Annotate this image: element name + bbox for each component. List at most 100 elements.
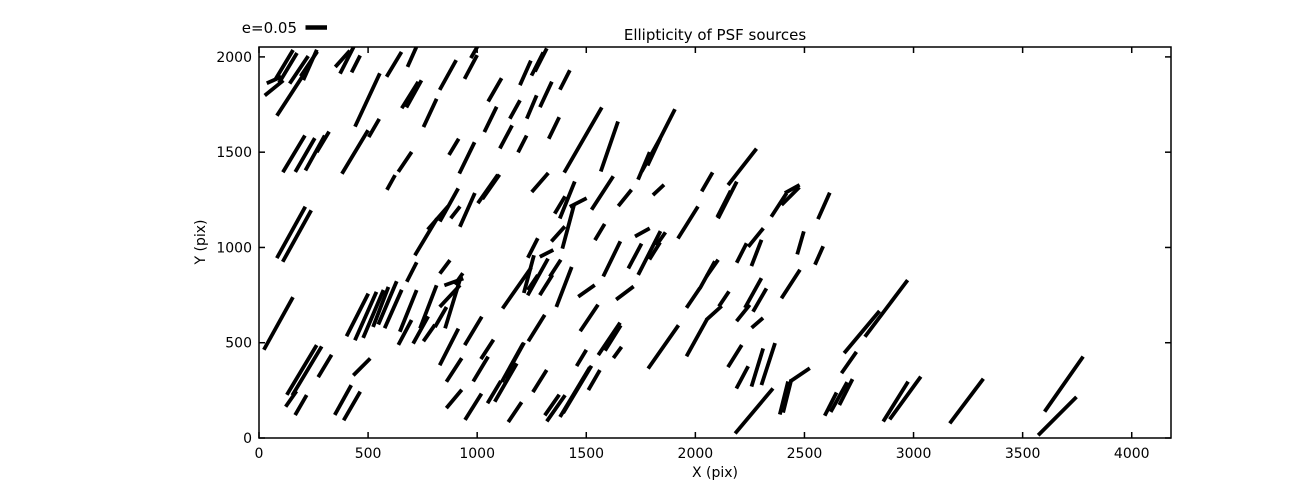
ellipticity-whisker xyxy=(526,237,540,259)
x-tick-label: 1500 xyxy=(568,446,604,462)
ellipticity-whisker xyxy=(525,94,539,120)
ellipticity-whisker xyxy=(333,384,353,416)
ellipticity-whisker xyxy=(376,280,399,326)
ellipticity-whisker xyxy=(463,392,484,421)
ellipticity-whisker xyxy=(888,375,923,421)
ellipticity-whisker xyxy=(562,106,604,174)
ellipticity-whisker xyxy=(634,226,651,239)
ellipticity-whisker xyxy=(433,306,449,328)
ellipticity-whisker xyxy=(603,324,623,352)
x-tick-label: 2000 xyxy=(678,446,714,462)
ellipticity-whisker xyxy=(438,327,461,367)
ellipticity-whisker xyxy=(367,117,381,139)
ellipticity-whisker xyxy=(545,394,567,423)
ellipticity-whisker xyxy=(506,401,524,424)
ellipticity-whisker xyxy=(404,79,424,109)
ellipticity-whisker xyxy=(290,345,324,397)
ellipticity-whisker xyxy=(1043,355,1085,413)
ellipticity-whisker xyxy=(948,377,985,425)
ellipticity-whisker xyxy=(547,116,561,140)
ellipticity-whisker xyxy=(538,80,554,109)
ellipticity-whisker xyxy=(779,268,802,300)
ellipticity-whisker xyxy=(816,191,832,220)
ellipticity-whisker xyxy=(382,289,404,329)
x-tick-label: 1000 xyxy=(459,446,495,462)
ellipticity-whisker xyxy=(421,98,439,128)
ellipticity-whisker xyxy=(743,277,764,309)
ellipticity-whisker xyxy=(538,273,555,297)
ellipticity-whisker xyxy=(462,54,479,80)
ellipticity-whisker xyxy=(746,227,765,249)
ellipticity-whisker xyxy=(1036,395,1078,437)
ellipticity-whisker xyxy=(344,292,370,338)
ellipticity-whisker xyxy=(438,259,452,275)
ellipticity-whisker xyxy=(881,380,910,423)
ellipticity-whisker xyxy=(781,379,794,414)
ellipticity-whisker xyxy=(726,344,744,369)
ellipticity-whisker xyxy=(361,289,386,339)
ellipticity-whisker xyxy=(531,368,549,394)
ellipticity-whisker xyxy=(486,77,504,103)
ellipticity-whisker xyxy=(281,134,307,174)
ellipticity-whisker xyxy=(733,387,775,435)
ellipticity-whisker xyxy=(385,174,397,191)
ellipticity-whisker xyxy=(842,309,881,355)
ellipticity-whisker xyxy=(293,137,317,173)
ellipticity-whisker xyxy=(554,266,574,308)
ellipticity-whisker xyxy=(525,257,550,297)
ellipticity-whisker xyxy=(749,347,765,388)
ellipticity-whisker xyxy=(444,357,464,383)
ellipticity-whisker xyxy=(447,137,461,156)
y-tick-label: 1500 xyxy=(216,145,252,161)
ellipticity-whisker xyxy=(444,388,464,410)
ellipticity-whisker xyxy=(769,192,789,218)
ellipticity-whisker xyxy=(463,315,484,347)
ellipticity-whisker xyxy=(750,316,765,330)
ellipticity-whisker xyxy=(263,78,285,97)
ellipticity-whisker xyxy=(700,171,715,193)
ellipticity-whisker xyxy=(658,108,677,140)
ellipticity-whisker xyxy=(443,276,464,288)
legend: e=0.05 xyxy=(242,19,327,37)
ellipticity-whisker xyxy=(277,52,299,84)
ellipticity-whisker xyxy=(480,173,502,201)
ellipticity-whisker xyxy=(538,248,555,259)
ellipticity-whisker xyxy=(485,379,503,405)
x-axis-label: X (pix) xyxy=(692,465,738,481)
ellipticity-whisker xyxy=(338,47,356,75)
ellipticity-whisker xyxy=(593,222,607,242)
ellipticity-whisker xyxy=(522,254,536,294)
ellipticity-whisker xyxy=(301,48,319,81)
ellipticity-whisker xyxy=(586,369,602,392)
ellipticity-whisker xyxy=(553,195,567,215)
ellipticity-whisker xyxy=(482,105,499,133)
ellipticity-whisker xyxy=(316,353,334,379)
ellipticity-whisker xyxy=(823,391,839,417)
tick-marks xyxy=(258,47,1171,439)
ellipticity-whisker xyxy=(315,130,331,154)
ellipticity-whisker xyxy=(443,279,462,329)
ellipticity-whisker xyxy=(788,366,811,384)
ellipticity-whisker xyxy=(615,284,635,302)
y-tick-label: 0 xyxy=(243,431,252,447)
ellipticity-whisker xyxy=(285,344,319,396)
ellipticity-whisker xyxy=(560,204,576,250)
ellipticity-whisker xyxy=(262,296,295,351)
ellipticity-whisker xyxy=(616,188,633,208)
y-tick-label: 1000 xyxy=(216,240,252,256)
ellipticity-whisker xyxy=(837,378,855,406)
ellipticity-whisker xyxy=(351,357,372,377)
axes-frame xyxy=(258,46,1172,439)
ellipticity-whisker xyxy=(273,48,295,81)
ellipticity-whisker xyxy=(549,225,567,243)
ellipticity-whisker xyxy=(493,362,519,403)
ellipticity-whisker xyxy=(396,150,414,173)
ellipticity-whisker xyxy=(574,348,588,368)
ellipticity-whisker xyxy=(281,209,313,263)
ellipticity-whisker xyxy=(705,258,720,278)
ellipticity-whisker xyxy=(734,365,750,390)
ellipticity-whisker xyxy=(863,278,910,338)
ellipticity-whisker xyxy=(516,134,529,154)
